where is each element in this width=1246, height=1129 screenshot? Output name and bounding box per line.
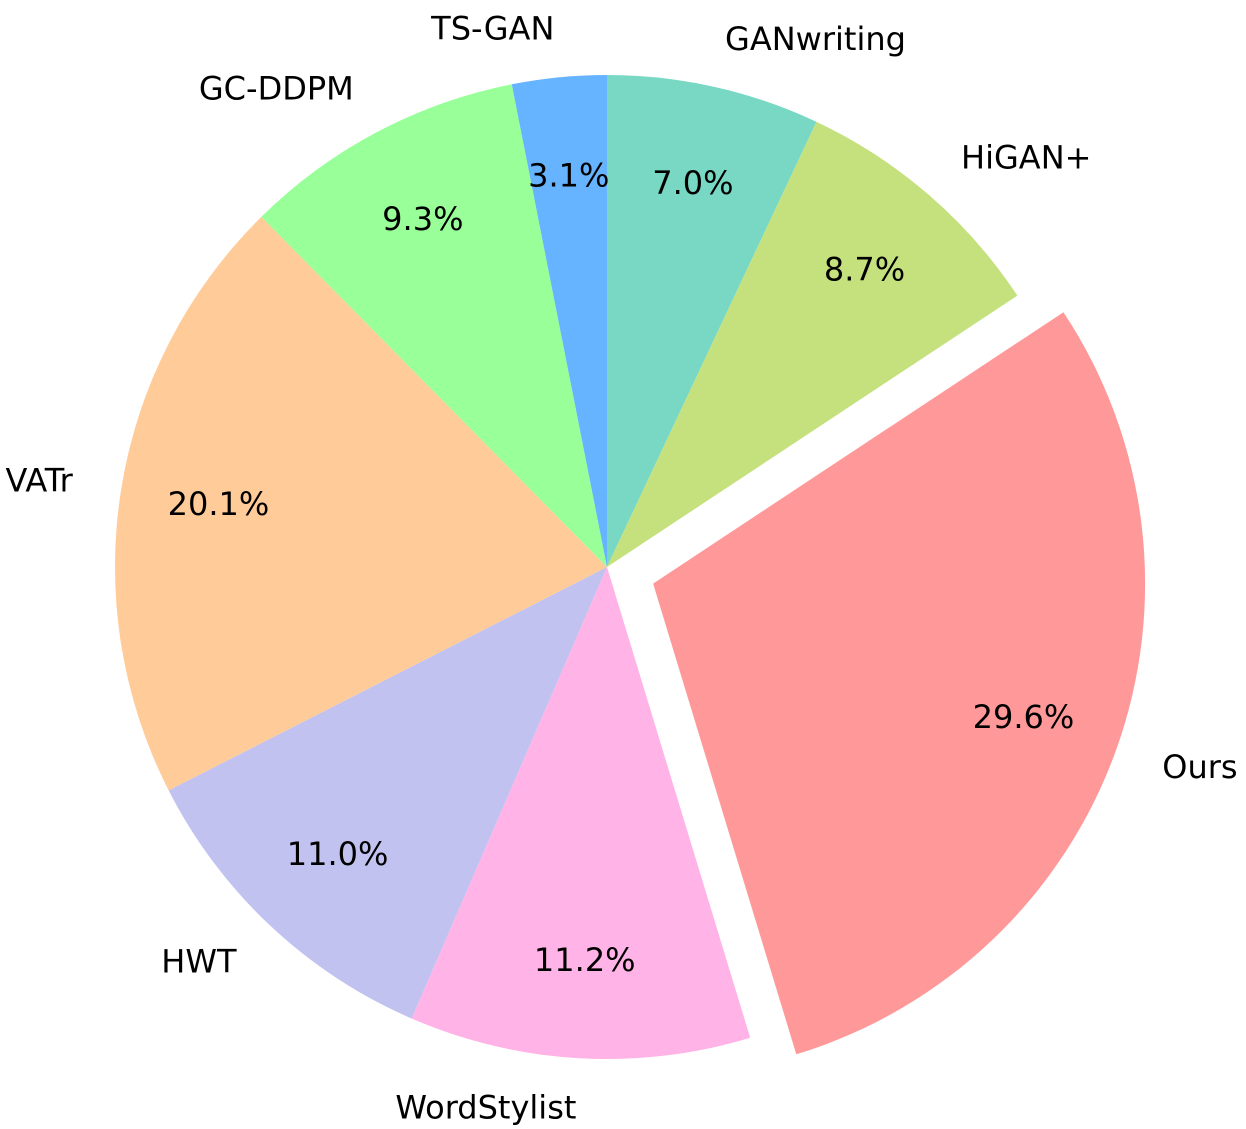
pct-label-ours: 29.6% [973,698,1075,736]
pie-slice-ganwriting [607,75,817,567]
pct-label-ganwriting: 7.0% [652,164,733,202]
pie-slice-ours [653,312,1146,1055]
pie-slice-wordstylist [411,567,751,1059]
slice-label-higan: HiGAN+ [961,139,1091,177]
slice-label-ours: Ours [1162,748,1237,786]
pie-slice-hwt [168,567,607,1019]
pie-slices [115,75,1146,1059]
pie-slice-higan [607,121,1018,568]
slice-label-ganwriting: GANwriting [725,20,906,58]
pct-label-ts-gan: 3.1% [528,156,609,194]
pct-label-wordstylist: 11.2% [534,941,636,979]
slice-label-hwt: HWT [161,943,237,981]
pie-slice-gc-ddpm [261,84,607,567]
pct-label-hwt: 11.0% [287,835,389,873]
pie-labels: 7.0% GANwriting 8.7% HiGAN+ 29.6% Ours 11.2% Wo… [5,9,1237,1126]
pct-label-higan: 8.7% [824,250,905,288]
pct-label-gc-ddpm: 9.3% [382,200,463,238]
pie-slice-vatr [115,216,607,791]
slice-label-ts-gan: TS-GAN [430,9,554,47]
pct-label-vatr: 20.1% [168,485,270,523]
slice-label-vatr: VATr [5,462,73,500]
slice-label-gc-ddpm: GC-DDPM [199,70,354,108]
slice-label-wordstylist: WordStylist [395,1088,576,1126]
pie-slice-ts-gan [511,75,607,567]
